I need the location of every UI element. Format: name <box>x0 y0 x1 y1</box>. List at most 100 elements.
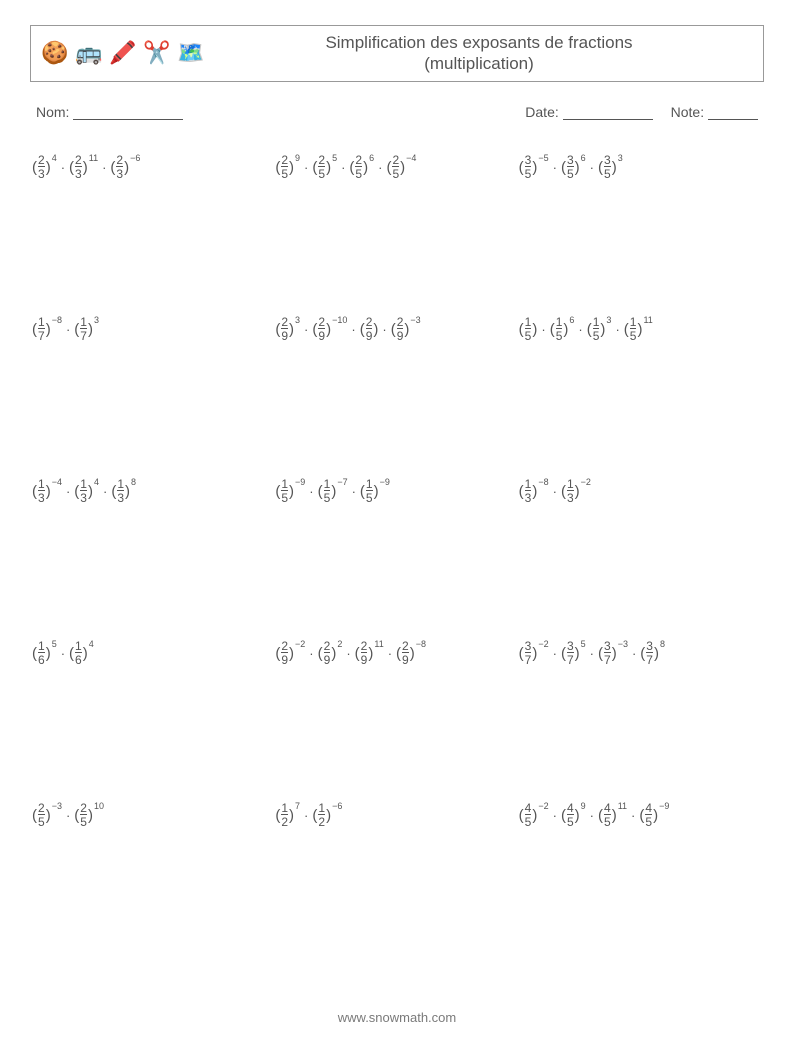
right-paren: ) <box>46 483 51 500</box>
expression: (13)−8·(13)−2 <box>519 478 591 505</box>
fraction: 13 <box>525 478 532 505</box>
fraction: 29 <box>324 640 331 667</box>
fraction-power-term: (23)−6 <box>110 154 140 181</box>
right-paren: ) <box>368 645 373 662</box>
numerator: 1 <box>38 478 45 491</box>
expression: (13)−4·(13)4·(13)8 <box>32 478 136 505</box>
left-paren: ( <box>275 483 280 500</box>
multiply-dot: · <box>304 160 308 175</box>
fraction-power-term: (12)−6 <box>312 802 342 829</box>
denominator: 9 <box>281 328 288 343</box>
denominator: 5 <box>567 814 574 829</box>
exponent: −8 <box>52 315 62 325</box>
left-paren: ( <box>275 645 280 662</box>
left-paren: ( <box>598 807 603 824</box>
right-paren: ) <box>563 321 568 338</box>
fraction: 17 <box>80 316 87 343</box>
left-paren: ( <box>111 483 116 500</box>
numerator: 4 <box>645 802 652 815</box>
fraction-power-term: (29)11 <box>355 640 384 667</box>
denominator: 3 <box>75 166 82 181</box>
denominator: 5 <box>38 814 45 829</box>
right-paren: ) <box>575 483 580 500</box>
problem-cell: (35)−5·(35)6·(35)3 <box>519 142 762 304</box>
fraction: 15 <box>366 478 373 505</box>
fraction: 13 <box>567 478 574 505</box>
denominator: 5 <box>525 814 532 829</box>
fraction: 25 <box>80 802 87 829</box>
multiply-dot: · <box>61 160 65 175</box>
left-paren: ( <box>519 159 524 176</box>
numerator: 2 <box>397 316 404 329</box>
fraction: 12 <box>318 802 325 829</box>
left-paren: ( <box>519 807 524 824</box>
fraction: 29 <box>281 640 288 667</box>
multiply-dot: · <box>103 484 107 499</box>
fraction-power-term: (13)−2 <box>561 478 591 505</box>
right-paren: ) <box>400 159 405 176</box>
fraction: 45 <box>525 802 532 829</box>
fraction-power-term: (15) <box>519 316 538 343</box>
problem-cell: (29)−2·(29)2·(29)11·(29)−8 <box>275 628 518 790</box>
fraction-power-term: (25)6 <box>349 154 374 181</box>
denominator: 5 <box>324 490 331 505</box>
exponent: 3 <box>295 315 300 325</box>
fraction: 45 <box>604 802 611 829</box>
date-blank <box>563 105 653 120</box>
left-paren: ( <box>519 645 524 662</box>
numerator: 1 <box>556 316 563 329</box>
problem-cell: (12)7·(12)−6 <box>275 790 518 952</box>
fraction: 29 <box>402 640 409 667</box>
fraction-power-term: (15)−9 <box>360 478 390 505</box>
numerator: 3 <box>525 154 532 167</box>
numerator: 2 <box>281 154 288 167</box>
problem-cell: (23)4·(23)11·(23)−6 <box>32 142 275 304</box>
numerator: 1 <box>38 316 45 329</box>
exponent: −2 <box>538 639 548 649</box>
right-paren: ) <box>654 645 659 662</box>
header-icon: 🚌 <box>75 39 103 67</box>
denominator: 6 <box>75 652 82 667</box>
fraction-power-term: (25)10 <box>74 802 104 829</box>
fraction: 29 <box>397 316 404 343</box>
problem-cell: (29)3·(29)−10·(29)·(29)−3 <box>275 304 518 466</box>
numerator: 1 <box>567 478 574 491</box>
numerator: 3 <box>525 640 532 653</box>
title-line-2: (multiplication) <box>205 53 753 74</box>
fraction-power-term: (16)4 <box>69 640 94 667</box>
numerator: 4 <box>567 802 574 815</box>
problem-cell: (17)−8·(17)3 <box>32 304 275 466</box>
denominator: 9 <box>361 652 368 667</box>
fraction: 29 <box>281 316 288 343</box>
multiply-dot: · <box>352 484 356 499</box>
fraction-power-term: (13)8 <box>111 478 136 505</box>
multiply-dot: · <box>341 160 345 175</box>
right-paren: ) <box>410 645 415 662</box>
fraction: 37 <box>525 640 532 667</box>
right-paren: ) <box>46 807 51 824</box>
date-field: Date: <box>525 104 652 120</box>
denominator: 5 <box>630 328 637 343</box>
fraction: 15 <box>525 316 532 343</box>
left-paren: ( <box>110 159 115 176</box>
fraction-power-term: (15)6 <box>550 316 575 343</box>
exponent: 11 <box>618 801 627 811</box>
denominator: 5 <box>318 166 325 181</box>
exponent: 6 <box>369 153 374 163</box>
right-paren: ) <box>289 159 294 176</box>
fraction: 12 <box>281 802 288 829</box>
denominator: 3 <box>567 490 574 505</box>
numerator: 1 <box>630 316 637 329</box>
multiply-dot: · <box>553 646 557 661</box>
fraction-power-term: (29)−8 <box>396 640 426 667</box>
left-paren: ( <box>639 807 644 824</box>
fraction-power-term: (15)−9 <box>275 478 305 505</box>
denominator: 5 <box>604 166 611 181</box>
exponent: 11 <box>89 153 98 163</box>
exponent: 10 <box>94 801 104 811</box>
numerator: 1 <box>75 640 82 653</box>
exponent: 4 <box>94 477 99 487</box>
exponent: 6 <box>581 153 586 163</box>
right-paren: ) <box>326 321 331 338</box>
numerator: 2 <box>361 640 368 653</box>
